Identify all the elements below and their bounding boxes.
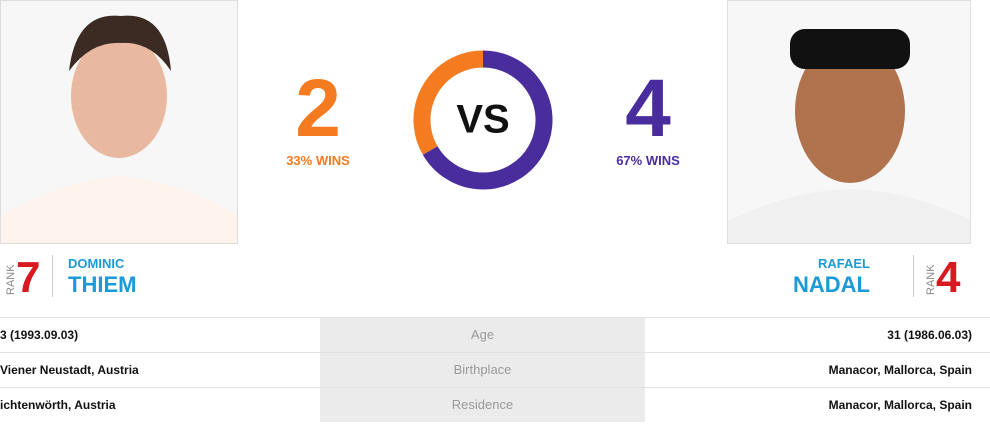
left-value: Viener Neustadt, Austria bbox=[0, 363, 139, 377]
rank: 4 bbox=[936, 253, 961, 302]
win-percent: 33% WINS bbox=[286, 153, 350, 168]
right-value: 31 (1986.06.03) bbox=[887, 328, 972, 342]
stat-label: Birthplace bbox=[320, 353, 645, 387]
vs-label: VS bbox=[456, 98, 509, 142]
win-percent: 67% WINS bbox=[616, 153, 680, 168]
stats-row: ichtenwörth, Austria Residence Manacor, Ma… bbox=[0, 387, 990, 422]
divider bbox=[52, 255, 53, 297]
rank: 7 bbox=[16, 253, 41, 302]
stat-label: Residence bbox=[320, 388, 645, 422]
donut-segment bbox=[422, 50, 553, 190]
player-photo bbox=[0, 0, 238, 244]
photo-placeholder bbox=[1, 15, 237, 243]
donut-segment bbox=[413, 50, 484, 155]
right-value: Manacor, Mallorca, Spain bbox=[828, 363, 972, 377]
divider bbox=[913, 255, 914, 297]
player-photo bbox=[727, 0, 971, 244]
last-name: NADAL bbox=[793, 272, 870, 297]
photo-placeholder bbox=[728, 29, 970, 243]
left-value: 3 (1993.09.03) bbox=[0, 328, 79, 342]
last-name: THIEM bbox=[68, 272, 137, 297]
stats-row: 3 (1993.09.03) Age 31 (1986.06.03) bbox=[0, 317, 990, 352]
first-name: DOMINIC bbox=[68, 256, 125, 271]
stats-row: Viener Neustadt, Austria Birthplace Manaco… bbox=[0, 352, 990, 387]
left-value: ichtenwörth, Austria bbox=[0, 398, 116, 412]
first-name: RAFAEL bbox=[818, 256, 870, 271]
right-value: Manacor, Mallorca, Spain bbox=[828, 398, 972, 412]
wins: 2 bbox=[295, 63, 341, 154]
stat-label: Age bbox=[320, 318, 645, 352]
wins: 4 bbox=[625, 63, 671, 154]
h2h-donut: VS bbox=[413, 50, 553, 190]
